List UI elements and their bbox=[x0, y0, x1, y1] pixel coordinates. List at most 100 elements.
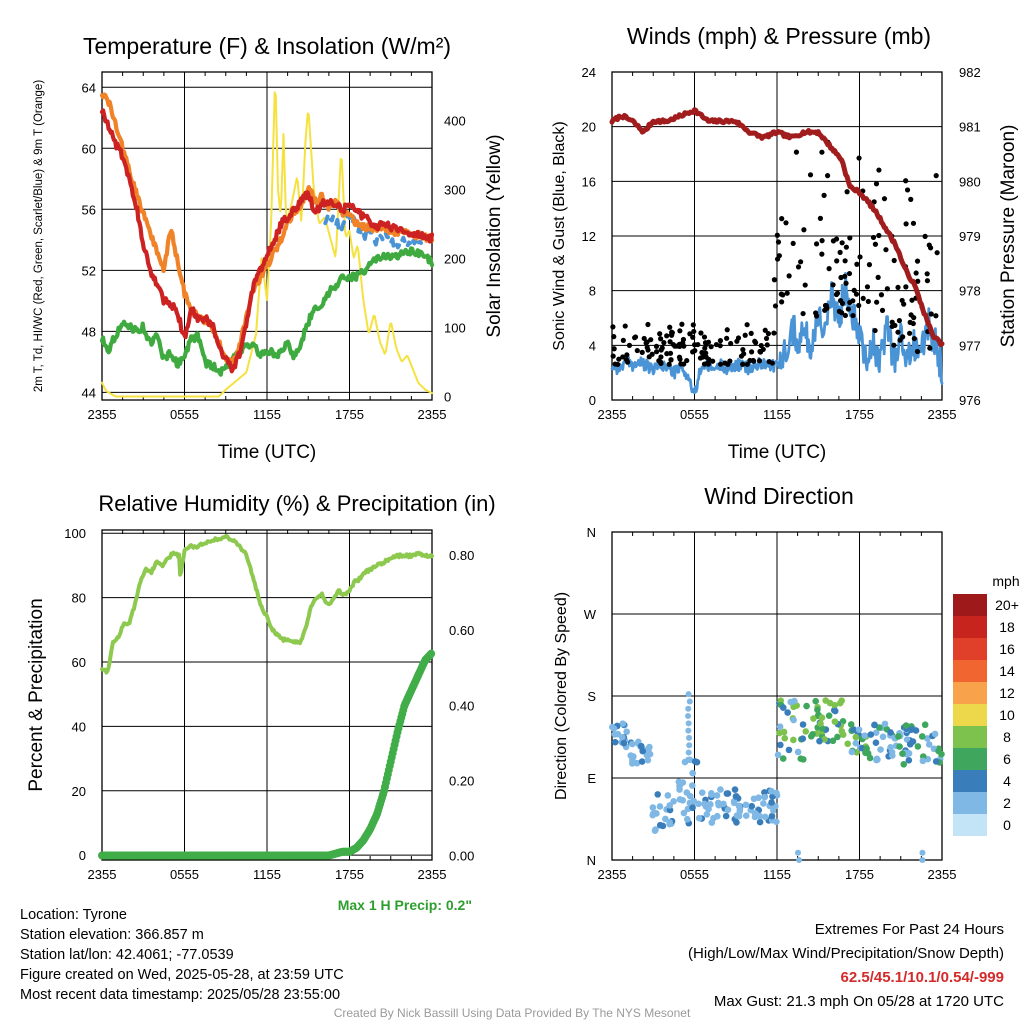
chart-title: Relative Humidity (%) & Precipitation (i… bbox=[98, 491, 495, 516]
direction-point bbox=[768, 799, 775, 806]
y-tick-label: 40 bbox=[72, 719, 86, 734]
direction-point bbox=[902, 722, 910, 729]
gust-point bbox=[795, 264, 802, 270]
direction-point bbox=[838, 697, 845, 705]
dewpoint-line bbox=[99, 246, 435, 377]
y-tick-label: 24 bbox=[582, 65, 596, 80]
gust-point bbox=[872, 241, 879, 247]
y2-tick-label: 978 bbox=[959, 284, 981, 299]
direction-point bbox=[863, 745, 870, 752]
gust-point bbox=[830, 238, 837, 244]
gust-point bbox=[684, 357, 690, 364]
direction-point bbox=[724, 806, 732, 814]
gust-point bbox=[807, 172, 814, 178]
y-tick-label: 48 bbox=[82, 324, 96, 339]
gust-point bbox=[639, 349, 645, 355]
direction-point bbox=[620, 739, 628, 747]
direction-point bbox=[705, 805, 712, 813]
direction-point bbox=[797, 755, 805, 763]
direction-point bbox=[649, 804, 657, 811]
direction-points bbox=[609, 691, 945, 863]
gust-point bbox=[713, 341, 720, 348]
y-tick-label: W bbox=[584, 607, 597, 622]
gust-point bbox=[865, 298, 871, 305]
gust-point bbox=[667, 339, 673, 345]
gust-point bbox=[856, 302, 862, 309]
direction-point bbox=[654, 791, 662, 798]
y-tick-label: 8 bbox=[589, 284, 596, 299]
direction-point bbox=[670, 798, 677, 805]
gust-point bbox=[724, 327, 730, 333]
gust-point bbox=[677, 328, 683, 334]
gust-point bbox=[847, 235, 853, 241]
gust-point bbox=[834, 290, 841, 296]
direction-point bbox=[698, 789, 706, 796]
legend-swatch bbox=[953, 792, 987, 814]
y2-tick-label: 979 bbox=[959, 229, 981, 244]
gust-point bbox=[659, 345, 665, 351]
solar-line bbox=[101, 91, 433, 398]
credit-line: Created By Nick Bassill Using Data Provi… bbox=[333, 1006, 691, 1020]
heat-index-segment bbox=[416, 239, 423, 245]
direction-point bbox=[852, 733, 860, 741]
gust-point bbox=[842, 258, 848, 264]
x-tick-label: 1755 bbox=[845, 407, 874, 422]
direction-point bbox=[895, 733, 902, 740]
gust-point bbox=[690, 349, 696, 355]
y2-tick-label: 0 bbox=[444, 390, 451, 405]
gust-point bbox=[934, 250, 940, 256]
gust-point bbox=[914, 348, 921, 355]
gust-point bbox=[895, 284, 901, 291]
legend-label: 16 bbox=[999, 641, 1015, 657]
y2-tick-label: 100 bbox=[444, 320, 466, 335]
direction-point bbox=[850, 726, 857, 733]
direction-point bbox=[799, 735, 807, 743]
gust-point bbox=[844, 189, 850, 195]
gust-point bbox=[911, 335, 917, 342]
direction-point bbox=[855, 726, 863, 733]
direction-point bbox=[693, 758, 701, 766]
gust-point bbox=[622, 323, 628, 329]
gust-point bbox=[691, 342, 698, 348]
legend-swatch bbox=[953, 814, 987, 836]
direction-point bbox=[925, 741, 933, 748]
x-tick-label: 0555 bbox=[170, 867, 199, 882]
station-location: Location: Tyrone bbox=[20, 907, 127, 923]
y-axis-label: Direction (Colored By Speed) bbox=[553, 592, 570, 800]
gust-point bbox=[842, 312, 849, 319]
humidity-precipitation-panel: 2355 0555 1155 1755 23550204060801000.000.20… bbox=[26, 491, 496, 913]
legend-swatch bbox=[953, 748, 987, 770]
gust-point bbox=[830, 282, 836, 288]
x-tick-label: 1155 bbox=[763, 407, 791, 422]
direction-point bbox=[861, 732, 869, 739]
gust-point bbox=[903, 178, 909, 184]
legend-swatch bbox=[953, 682, 987, 704]
legend-label: 10 bbox=[999, 707, 1015, 723]
y-axis-label: 2m T, Td, HI/WC (Red, Green, Scarlet/Blu… bbox=[33, 80, 45, 392]
gust-point bbox=[851, 287, 857, 293]
direction-point bbox=[649, 810, 657, 818]
gust-point bbox=[615, 361, 621, 368]
gust-point bbox=[667, 324, 673, 330]
gust-point bbox=[813, 241, 820, 247]
gust-point bbox=[758, 342, 764, 349]
gust-point bbox=[648, 337, 654, 343]
gust-point bbox=[690, 334, 696, 340]
gust-point bbox=[749, 349, 755, 355]
y2-tick-label: 980 bbox=[959, 174, 981, 189]
direction-point bbox=[871, 721, 878, 729]
gust-point bbox=[657, 331, 663, 337]
gust-point bbox=[783, 220, 789, 226]
direction-point bbox=[825, 712, 833, 720]
chart-title: Winds (mph) & Pressure (mb) bbox=[627, 23, 931, 49]
gust-point bbox=[903, 221, 909, 227]
legend-label: 12 bbox=[999, 685, 1015, 701]
direction-point bbox=[735, 812, 743, 820]
direction-point bbox=[847, 721, 855, 728]
gust-point bbox=[717, 338, 724, 344]
y-tick-label: S bbox=[587, 689, 596, 704]
extremes-subtitle: (High/Low/Max Wind/Precipitation/Snow De… bbox=[688, 945, 1004, 962]
y2-tick-label: 976 bbox=[959, 393, 981, 408]
direction-point bbox=[909, 738, 917, 745]
gust-point bbox=[763, 335, 770, 342]
